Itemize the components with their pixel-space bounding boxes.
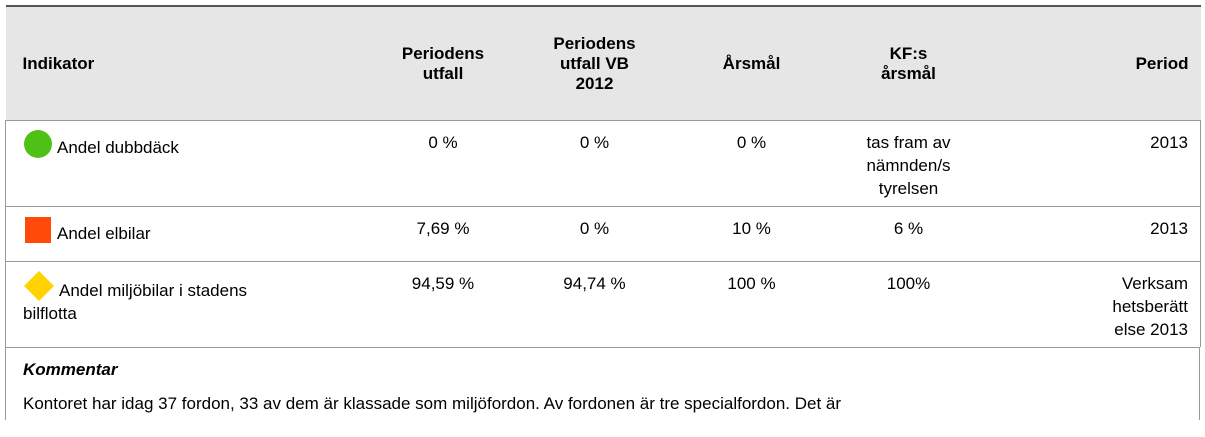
value-cell: 0 % (668, 120, 835, 207)
text-line: 2013 (1150, 133, 1188, 152)
column-header: Indikator (5, 5, 366, 121)
text-line: årsmål (881, 63, 936, 83)
column-header: Periodens utfall (365, 5, 521, 121)
indicator-cell: Andel miljöbilar i stadens bilflotta (5, 261, 366, 347)
indicator-name: Andel miljöbilar i stadens bilflotta (23, 281, 247, 323)
comment-section: Kommentar Kontoret har idag 37 fordon, 3… (5, 347, 1200, 420)
text-line: hetsberätt (1112, 297, 1188, 316)
text-line: tas fram av (866, 133, 951, 152)
text-line: Andel miljöbilar i stadens (59, 281, 248, 300)
indicator-report: Indikator Periodens utfall Periodens utfall … (5, 5, 1201, 420)
text-line: 100 % (727, 274, 776, 293)
indicator-cell: Andel elbilar (5, 206, 366, 262)
text-line: 100% (886, 274, 931, 293)
value-cell: 0 % (365, 120, 521, 207)
value-cell: 94,59 % (365, 261, 521, 347)
text-line: 0 % (579, 219, 610, 238)
text-line: Verksam (1121, 274, 1188, 293)
indicator-table: Indikator Periodens utfall Periodens utfall … (5, 5, 1201, 347)
value-cell: 0 % (520, 206, 669, 262)
value-cell: 2013 (982, 206, 1201, 262)
text-line: 0 % (428, 133, 458, 152)
text-line: nämnden/s (866, 156, 951, 175)
table-body: Andel dubbdäck 0 % 0 % 0 % tas fram av nämnde… (5, 120, 1201, 347)
indicator-cell: Andel dubbdäck (5, 120, 366, 207)
text-line: 0 % (736, 133, 767, 152)
value-cell: 100 % (668, 261, 835, 347)
text-line: 6 % (893, 219, 924, 238)
text-line: Årsmål (722, 53, 781, 73)
value-cell: 10 % (668, 206, 835, 262)
text-line: Andel elbilar (57, 224, 151, 243)
text-line: tyrelsen (878, 179, 939, 198)
value-cell: Verksam hetsberätt else 2013 (982, 261, 1201, 347)
text-line: bilflotta (23, 304, 77, 323)
header-row: Indikator Periodens utfall Periodens utfall … (5, 5, 1201, 121)
text-line: KF:s (889, 43, 928, 63)
text-line: Periodens (553, 33, 636, 53)
status-green (24, 130, 52, 158)
text-line: 94,59 % (411, 274, 475, 293)
text-line: 2013 (1150, 219, 1188, 238)
text-line: 0 % (579, 133, 610, 152)
value-cell: tas fram av nämnden/s tyrelsen (834, 120, 983, 207)
value-cell: 2013 (982, 120, 1201, 207)
status-yellow (24, 271, 54, 301)
text-line: Andel dubbdäck (57, 138, 179, 157)
text-line: Periodens (401, 43, 485, 63)
text-line: 2012 (575, 73, 614, 93)
text-line: 7,69 % (416, 219, 470, 238)
text-line: 94,74 % (563, 274, 626, 293)
column-header: Årsmål (668, 5, 835, 121)
indicator-name: Andel elbilar (57, 224, 151, 243)
text-line: Period (1135, 53, 1189, 73)
column-header: Periodens utfall VB 2012 (520, 5, 669, 121)
value-cell: 7,69 % (365, 206, 521, 262)
comment-title: Kommentar (23, 360, 118, 379)
text-line: 10 % (732, 219, 771, 238)
value-cell: 100% (834, 261, 983, 347)
text-line: Indikator (22, 53, 95, 73)
text-line: utfall (422, 63, 464, 83)
table-row: Andel elbilar 7,69 % 0 % 10 % 6 % 2013 (5, 206, 1201, 262)
table-row: Andel miljöbilar i stadens bilflotta 94,59… (5, 261, 1201, 347)
value-cell: 94,74 % (520, 261, 669, 347)
value-cell: 0 % (520, 120, 669, 207)
indicator-name: Andel dubbdäck (57, 138, 179, 157)
status-red (25, 217, 51, 243)
text-line: utfall VB (560, 53, 629, 73)
table-row: Andel dubbdäck 0 % 0 % 0 % tas fram av nämnde… (5, 120, 1201, 207)
column-header: KF:s årsmål (834, 5, 983, 121)
column-header: Period (982, 5, 1201, 121)
value-cell: 6 % (834, 206, 983, 262)
comment-text: Kontoret har idag 37 fordon, 33 av dem ä… (23, 394, 842, 413)
text-line: else 2013 (1114, 320, 1188, 339)
